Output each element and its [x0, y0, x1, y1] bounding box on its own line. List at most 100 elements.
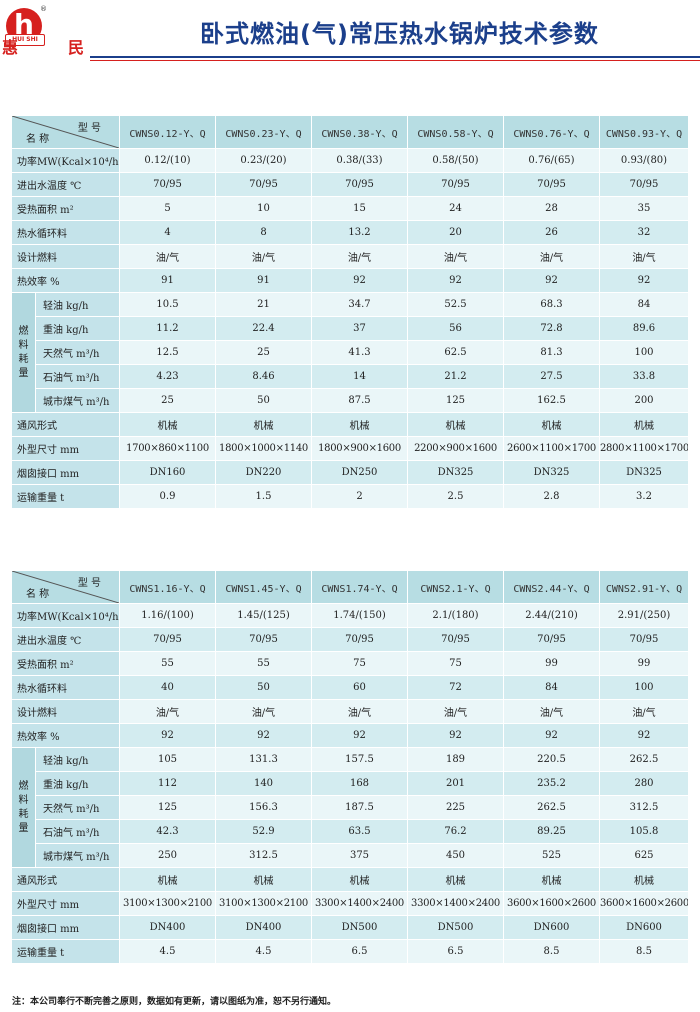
table-cell: 60	[311, 675, 408, 700]
table-cell: 75	[407, 651, 504, 676]
table-cell: 40	[119, 675, 216, 700]
table-cell: 12.5	[119, 340, 216, 365]
table-cell: 1.16/(100)	[119, 603, 216, 628]
table-cell: 68.3	[503, 292, 600, 317]
table-cell: 76.2	[407, 819, 504, 844]
registered-mark: ®	[40, 5, 47, 13]
row-label: 热效率 %	[11, 723, 120, 748]
table-cell: 8	[215, 220, 312, 245]
table-row: 设计燃料 油/气 油/气 油/气 油/气 油/气 油/气	[11, 244, 689, 269]
table-cell: 157.5	[311, 747, 408, 772]
table-cell: 机械	[599, 867, 689, 892]
row-label: 受热面积 m²	[11, 651, 120, 676]
row-label: 天然气 m³/h	[35, 340, 120, 365]
table-cell: 34.7	[311, 292, 408, 317]
table-cell: 56	[407, 316, 504, 341]
model-header-cell: CWNS2.91-Y、Q	[599, 570, 689, 604]
diagonal-divider	[12, 116, 119, 148]
table-cell: 0.12/(10)	[119, 148, 216, 173]
table-cell: 2.44/(210)	[503, 603, 600, 628]
table-cell: DN325	[599, 460, 689, 485]
row-label: 石油气 m³/h	[35, 364, 120, 389]
header-name-label: 名 称	[26, 589, 50, 600]
table-cell: 1800×1000×1140	[215, 436, 312, 461]
table-cell: 52.9	[215, 819, 312, 844]
table-row: 外型尺寸 mm 3100×1300×2100 3100×1300×2100 3300×…	[11, 891, 689, 916]
table-cell: 92	[599, 268, 689, 293]
table-cell: 3300×1400×2400	[407, 891, 504, 916]
table-cell: 0.76/(65)	[503, 148, 600, 173]
row-label: 功率MW(Kcal×10⁴/h)	[11, 603, 120, 628]
table-cell: 70/95	[215, 627, 312, 652]
table-cell: 450	[407, 843, 504, 868]
table-cell: 125	[407, 388, 504, 413]
table-cell: 6.5	[407, 939, 504, 964]
table-cell: 87.5	[311, 388, 408, 413]
table-row: 功率MW(Kcal×10⁴/h) 0.12/(10) 0.23/(20) 0.38/(…	[11, 148, 689, 173]
table-cell: 50	[215, 675, 312, 700]
table-row: 热效率 % 92 92 92 92 92 92	[11, 723, 689, 748]
table-cell: 机械	[311, 412, 408, 437]
table-cell: DN600	[503, 915, 600, 940]
table-cell: 机械	[215, 412, 312, 437]
table-cell: 75	[311, 651, 408, 676]
table-cell: 55	[215, 651, 312, 676]
table-cell: 312.5	[215, 843, 312, 868]
table-row: 烟囱接口 mm DN400 DN400 DN500 DN500 DN600 DN600	[11, 915, 689, 940]
table-row: 城市煤气 m³/h 25 50 87.5 125 162.5 200	[12, 388, 689, 413]
table-cell: 10.5	[119, 292, 216, 317]
table-cell: 1700×860×1100	[119, 436, 216, 461]
row-label: 热水循环料	[11, 220, 120, 245]
table-cell: 1800×900×1600	[311, 436, 408, 461]
table-cell: 6.5	[311, 939, 408, 964]
row-label: 轻油 kg/h	[35, 747, 120, 772]
table-cell: 92	[119, 723, 216, 748]
row-label: 石油气 m³/h	[35, 819, 120, 844]
table-cell: 机械	[407, 867, 504, 892]
header-corner-cell: 型 号名 称	[11, 570, 120, 604]
table-cell: 625	[599, 843, 689, 868]
table-cell: 2200×900×1600	[407, 436, 504, 461]
logo-band-text: HUI SHI	[12, 36, 38, 43]
table-cell: 50	[215, 388, 312, 413]
table-cell: 油/气	[599, 244, 689, 269]
table-cell: 70/95	[599, 627, 689, 652]
table-cell: 机械	[215, 867, 312, 892]
row-label: 外型尺寸 mm	[11, 436, 120, 461]
fuel-consumption-group-label: 燃料耗量	[11, 292, 36, 413]
table-cell: 机械	[503, 867, 600, 892]
brand-char-right: 民	[68, 38, 85, 57]
table-row: 进出水温度 ℃ 70/95 70/95 70/95 70/95 70/95 70/95	[11, 172, 689, 197]
table-row: 通风形式 机械 机械 机械 机械 机械 机械	[11, 412, 689, 437]
table-row: 通风形式 机械 机械 机械 机械 机械 机械	[11, 867, 689, 892]
table-cell: 70/95	[311, 627, 408, 652]
table-cell: 油/气	[119, 244, 216, 269]
table-cell: 187.5	[311, 795, 408, 820]
table-cell: 72.8	[503, 316, 600, 341]
table-cell: 机械	[311, 867, 408, 892]
table-cell: 99	[599, 651, 689, 676]
table-cell: 262.5	[503, 795, 600, 820]
header-corner-cell: 型 号名 称	[11, 115, 120, 149]
table-cell: 220.5	[503, 747, 600, 772]
table-cell: 14	[311, 364, 408, 389]
table-row: 受热面积 m² 55 55 75 75 99 99	[11, 651, 689, 676]
model-header-cell: CWNS0.38-Y、Q	[311, 115, 408, 149]
row-label: 热水循环料	[11, 675, 120, 700]
row-label: 轻油 kg/h	[35, 292, 120, 317]
table-cell: 235.2	[503, 771, 600, 796]
model-header-cell: CWNS0.76-Y、Q	[503, 115, 600, 149]
table-cell: 70/95	[119, 627, 216, 652]
table-row: 功率MW(Kcal×10⁴/h) 1.16/(100) 1.45/(125) 1.74…	[11, 603, 689, 628]
table-cell: DN500	[311, 915, 408, 940]
table-cell: 35	[599, 196, 689, 221]
table-cell: 105.8	[599, 819, 689, 844]
row-label: 城市煤气 m³/h	[35, 388, 120, 413]
header-rule-blue	[90, 56, 700, 58]
model-header-cell: CWNS0.58-Y、Q	[407, 115, 504, 149]
table-cell: 21	[215, 292, 312, 317]
table-cell: 27.5	[503, 364, 600, 389]
table-cell: 131.3	[215, 747, 312, 772]
table-row: 重油 kg/h 112 140 168 201 235.2 280	[12, 771, 689, 796]
table-row: 城市煤气 m³/h 250 312.5 375 450 525 625	[12, 843, 689, 868]
